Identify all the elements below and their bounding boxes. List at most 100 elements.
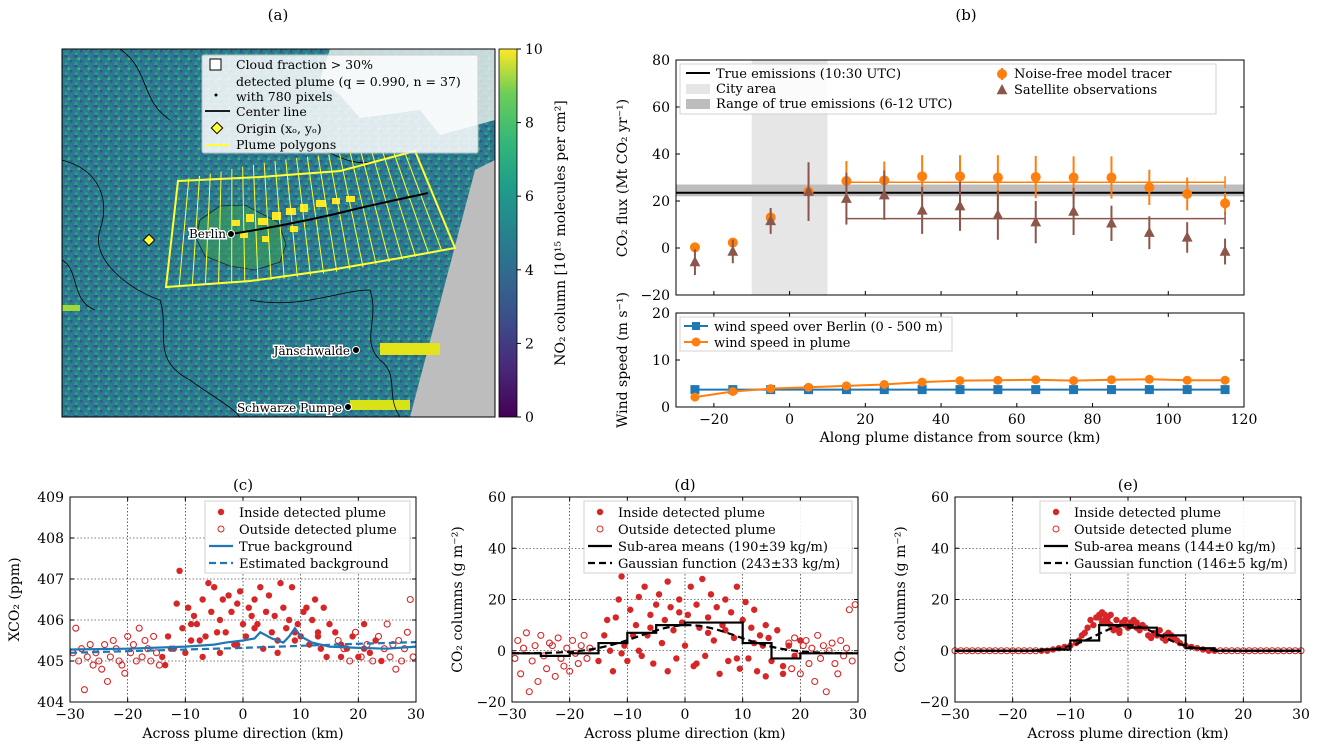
outside-plume-point [537, 631, 545, 639]
satellite-point [1068, 205, 1079, 216]
inside-plume-point [673, 655, 680, 662]
inside-plume-point [366, 649, 374, 656]
satellite-point [841, 192, 852, 203]
y-axis-label: CO₂ columns (g m⁻²) [450, 526, 466, 673]
legend-solid-label: Sub-area means (190±39 kg/m) [618, 540, 828, 555]
y-tick-label: 40 [652, 147, 670, 163]
plume-slice-line [403, 151, 443, 252]
inside-plume-point [652, 601, 660, 608]
legend-box [583, 500, 853, 574]
y-tick-label: 20 [652, 194, 670, 210]
x-tick-label: −30 [940, 707, 970, 723]
legend-tracer-marker [997, 69, 1007, 79]
inside-plume-point [667, 603, 674, 611]
inside-plume-point [742, 598, 749, 606]
wind-berlin-point [879, 385, 889, 395]
inside-plume-point [664, 668, 671, 675]
legend-b-top: True emissions (10:30 UTC)City areaRange… [679, 63, 1217, 115]
wind-berlin-point [955, 385, 965, 395]
inside-plume-point [641, 583, 648, 590]
inside-plume-point [280, 604, 287, 611]
outside-plume-point [106, 653, 114, 661]
wind-plume-point [1220, 375, 1230, 385]
outside-plume-point [528, 657, 536, 665]
outside-plume-point [525, 688, 533, 696]
wind-plume-point [804, 382, 814, 392]
x-tick-label: 20 [349, 707, 367, 723]
colorbar-tick-label: 8 [525, 116, 534, 132]
satellite-point [765, 214, 777, 226]
satellite-point [992, 209, 1004, 220]
inside-plume-point [277, 579, 284, 587]
inside-plume-point [606, 647, 614, 654]
inside-plume-point [676, 596, 683, 603]
x-tick-label: −20 [998, 707, 1028, 723]
outside-plume-point [395, 636, 403, 645]
plume-slice-line [317, 155, 338, 272]
wind-berlin-point [1144, 385, 1154, 395]
outside-plume-point [796, 670, 804, 678]
inside-plume-point [283, 625, 290, 632]
inside-plume-point [710, 637, 718, 644]
outside-plume-point [837, 636, 845, 645]
outside-plume-point [147, 657, 155, 665]
inside-plume-point [779, 662, 787, 670]
inside-plume-point [187, 620, 195, 628]
inside-plume-point [716, 670, 723, 678]
inside-plume-point [612, 614, 619, 621]
wind-plume-point [917, 377, 927, 387]
inside-plume-point [288, 584, 296, 591]
x-axis-label: Across plume direction (km) [583, 726, 785, 742]
inside-plume-point [234, 641, 241, 648]
wind-plume-point [841, 381, 851, 391]
outside-plume-point [141, 636, 149, 645]
inside-plume-point [193, 620, 201, 628]
inside-plume-point [635, 647, 643, 654]
legend-box [1039, 500, 1296, 574]
inside-plume-point [762, 621, 769, 629]
inside-plume-point [727, 609, 735, 616]
emission-streak-janschwalde [380, 343, 440, 355]
outside-plume-point [517, 670, 525, 678]
legend-plume-marker [691, 337, 701, 347]
outside-plume-point [72, 624, 80, 632]
outside-plume-point [118, 661, 126, 669]
inside-plume-point [199, 596, 206, 603]
state-borders [62, 49, 401, 417]
inside-plume-point [779, 670, 787, 678]
legend-inside-label: Inside detected plume [618, 506, 765, 521]
inside-plume-point [632, 621, 640, 629]
plume-slice-line [242, 166, 246, 283]
legend-center-label: Center line [236, 104, 307, 119]
center-line [230, 192, 429, 235]
plume-slice-line [285, 159, 298, 278]
inside-plume-point [635, 593, 643, 601]
inside-plume-point [202, 633, 209, 640]
wind-plume-point [879, 379, 889, 389]
x-tick-label: 120 [1231, 412, 1258, 428]
inside-plume-point [360, 620, 368, 628]
x-tick-label: 0 [239, 707, 248, 723]
outside-plume-point [98, 665, 106, 673]
inside-plume-point [326, 620, 333, 628]
outside-plume-point [822, 688, 830, 696]
outside-plume-point [568, 636, 577, 645]
inside-plume-point [707, 591, 715, 598]
colorbar-gradient [498, 48, 518, 418]
tracer-point [1030, 172, 1041, 183]
map-panel: Berlin Jänschwalde Schwarze Pumpe Cloud … [61, 42, 569, 426]
wind-berlin-point [690, 385, 700, 395]
legend-outside-marker [217, 525, 225, 533]
legend-solid-label: True background [239, 540, 353, 555]
colorbar-tick-label: 10 [525, 42, 543, 58]
x-axis-label: Along plume distance from source (km) [819, 430, 1101, 446]
solid-curve [512, 621, 858, 660]
inside-plume-point [733, 655, 741, 662]
outside-plume-point [563, 644, 571, 652]
inside-plume-point [603, 616, 611, 624]
y-tick-label: 0 [661, 400, 670, 416]
inside-plume-point [245, 604, 252, 611]
panel-label-c: (c) [233, 476, 253, 494]
inside-plume-point [722, 627, 729, 634]
x-tick-label: 10 [1177, 707, 1195, 723]
